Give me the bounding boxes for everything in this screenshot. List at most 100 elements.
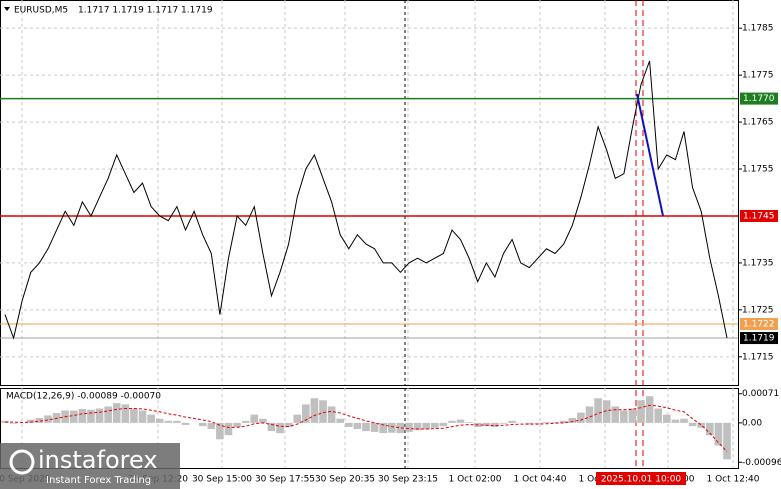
macd-bar bbox=[482, 422, 491, 427]
level-label-box bbox=[740, 332, 778, 345]
watermark-box bbox=[0, 443, 180, 489]
macd-bar bbox=[654, 408, 663, 423]
macd-bar bbox=[430, 422, 439, 428]
macd-bar bbox=[491, 422, 499, 427]
y-tick-label: 1.1775 bbox=[742, 71, 774, 81]
macd-bar bbox=[207, 422, 216, 430]
watermark-brand: instaforex bbox=[38, 446, 158, 474]
macd-bar bbox=[310, 398, 319, 423]
macd-bar bbox=[293, 414, 302, 423]
macd-bar bbox=[9, 422, 18, 424]
y-tick-label: 1.1755 bbox=[742, 165, 774, 175]
macd-tick-label: -0.00096 bbox=[742, 458, 781, 468]
watermark-tagline: Instant Forex Trading bbox=[46, 475, 151, 486]
macd-bar bbox=[250, 414, 259, 423]
macd-bar bbox=[439, 422, 448, 427]
x-tick-label: 30 Sep 17:55 bbox=[255, 475, 315, 485]
macd-bar bbox=[611, 406, 620, 423]
macd-bar bbox=[413, 422, 422, 431]
level-label-box bbox=[740, 209, 778, 222]
macd-bar bbox=[448, 420, 456, 423]
macd-bar bbox=[181, 422, 190, 425]
y-tick-label: 1.1735 bbox=[742, 258, 774, 268]
macd-bar bbox=[559, 420, 568, 423]
macd-bar bbox=[35, 417, 44, 423]
macd-bar bbox=[465, 422, 473, 423]
macd-bar bbox=[370, 422, 379, 432]
macd-bar bbox=[645, 396, 654, 423]
macd-bar bbox=[198, 422, 207, 427]
macd-bar bbox=[336, 418, 345, 423]
x-tick-label: 1 Oct 04:40 bbox=[514, 475, 567, 485]
time-marker: 2025.10.01 10:00 bbox=[601, 475, 682, 485]
macd-bar bbox=[147, 414, 155, 423]
watermark-logo bbox=[9, 449, 35, 475]
macd-bar bbox=[594, 398, 602, 423]
x-tick-label: 1 Oct 12:40 bbox=[707, 475, 760, 485]
macd-bar bbox=[577, 412, 585, 423]
level-label-box bbox=[740, 92, 778, 105]
macd-bar bbox=[345, 422, 353, 427]
macd-bar bbox=[456, 419, 465, 423]
y-tick-label: 1.1715 bbox=[742, 352, 774, 362]
macd-label: MACD(12,26,9) -0.00089 -0.00070 bbox=[6, 392, 161, 402]
macd-bar bbox=[95, 408, 104, 423]
macd-bar bbox=[241, 420, 250, 423]
macd-bar bbox=[723, 422, 731, 460]
macd-bar bbox=[706, 422, 714, 436]
macd-bar bbox=[155, 418, 164, 423]
symbol-title: EURUSD,M5 bbox=[14, 6, 68, 16]
macd-bar bbox=[508, 420, 516, 423]
level-label: 1.1722 bbox=[743, 319, 775, 329]
macd-bar bbox=[69, 410, 78, 423]
macd-bar bbox=[267, 422, 276, 432]
x-tick-label: 30 Sep 23:15 bbox=[378, 475, 438, 485]
macd-bar bbox=[284, 422, 293, 427]
macd-bar bbox=[87, 409, 95, 423]
macd-bar bbox=[628, 408, 637, 423]
macd-bar bbox=[568, 417, 577, 423]
ohlc-text: 1.1717 1.1719 1.1717 1.1719 bbox=[78, 6, 213, 16]
macd-bar bbox=[164, 420, 173, 423]
macd-bar bbox=[542, 422, 551, 423]
macd-bar bbox=[680, 418, 688, 423]
macd-bar bbox=[585, 406, 594, 423]
macd-bar bbox=[697, 422, 706, 428]
x-tick-label: 30 Sep 20:35 bbox=[315, 475, 375, 485]
signal-line bbox=[5, 404, 728, 452]
y-tick-label: 1.1725 bbox=[742, 305, 774, 315]
price-line bbox=[4, 60, 728, 340]
macd-bar bbox=[121, 404, 130, 423]
level-label: 1.1770 bbox=[743, 94, 775, 104]
macd-bar bbox=[671, 419, 680, 423]
x-tick-label: 30 Sep 15:00 bbox=[192, 475, 252, 485]
macd-bar bbox=[233, 422, 241, 427]
macd-bar bbox=[138, 410, 147, 423]
macd-tick-label: 0.00071 bbox=[742, 389, 779, 399]
time-marker-box bbox=[596, 472, 686, 485]
level-label-box bbox=[740, 317, 778, 330]
y-tick-label: 1.1785 bbox=[742, 24, 774, 34]
macd-bar bbox=[534, 422, 542, 424]
macd-bar bbox=[714, 422, 723, 446]
macd-bar bbox=[353, 422, 362, 430]
x-tick-label: 1 Oct 02:00 bbox=[449, 475, 502, 485]
macd-bar bbox=[78, 408, 87, 423]
macd-bar bbox=[551, 422, 559, 423]
macd-panel-frame bbox=[0, 388, 739, 469]
macd-bar bbox=[387, 422, 396, 433]
macd-bar bbox=[663, 414, 671, 423]
macd-bar bbox=[620, 410, 628, 423]
macd-bar bbox=[112, 403, 121, 423]
macd-bar bbox=[637, 400, 645, 423]
macd-bar bbox=[525, 422, 534, 425]
macd-bar bbox=[327, 406, 336, 423]
macd-bar bbox=[302, 404, 310, 423]
macd-bar bbox=[422, 422, 430, 430]
macd-bar bbox=[396, 422, 405, 434]
header-arrow bbox=[4, 7, 10, 11]
macd-bar bbox=[130, 408, 138, 423]
macd-bar bbox=[602, 400, 611, 423]
